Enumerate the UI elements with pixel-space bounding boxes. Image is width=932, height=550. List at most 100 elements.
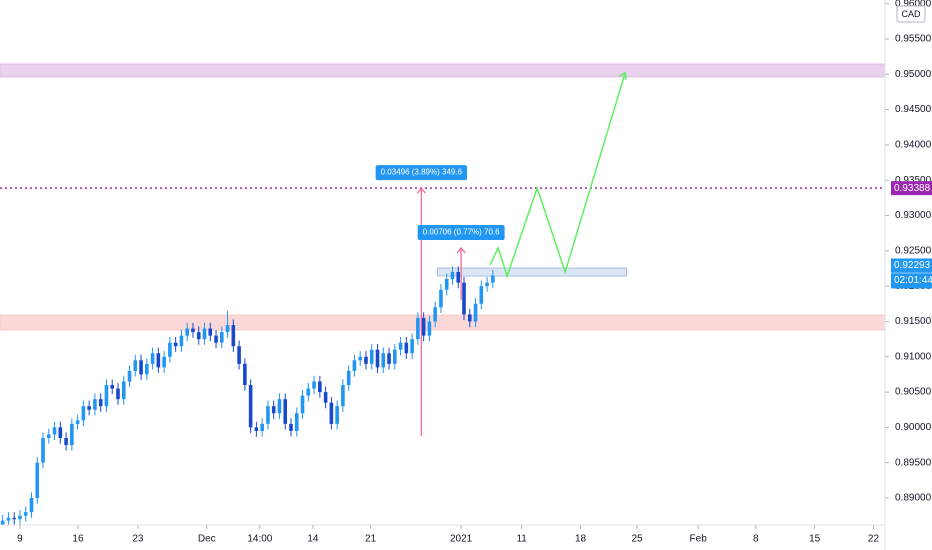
zone bbox=[0, 63, 886, 78]
candle-body bbox=[473, 303, 478, 322]
candle-body bbox=[254, 427, 259, 431]
candle-body bbox=[6, 517, 11, 521]
x-tick-label: 21 bbox=[365, 534, 377, 545]
candle-body bbox=[294, 413, 299, 431]
measure-label: 0.00706 (0.77%) 70.6 bbox=[417, 225, 505, 241]
candle-body bbox=[231, 325, 236, 347]
x-tick-label: 22 bbox=[868, 534, 880, 545]
candle-body bbox=[387, 353, 391, 364]
x-tick-label: Feb bbox=[690, 534, 708, 545]
zone bbox=[0, 314, 886, 331]
measure-label-bg bbox=[417, 225, 505, 241]
x-tick-label: 15 bbox=[809, 534, 821, 545]
candle-body bbox=[439, 289, 443, 308]
candle-body bbox=[277, 399, 282, 414]
candle-body bbox=[12, 517, 16, 520]
x-tick-label: 8 bbox=[753, 534, 759, 545]
candle-body bbox=[46, 434, 51, 438]
y-tick-label: 0.96000 bbox=[895, 0, 932, 9]
measure-label-text: 0.00706 (0.77%) 70.6 bbox=[423, 228, 500, 237]
time-axis-bg bbox=[0, 525, 885, 550]
y-tick-label: 0.93500 bbox=[895, 175, 932, 186]
candle-body bbox=[104, 385, 109, 407]
candle-body bbox=[214, 335, 218, 343]
candle-body bbox=[168, 342, 172, 357]
candle-body bbox=[219, 332, 224, 343]
candle-body bbox=[364, 356, 368, 364]
candle-body bbox=[202, 328, 207, 340]
candle-body bbox=[98, 399, 103, 407]
y-tick-label: 0.91000 bbox=[895, 351, 932, 362]
x-tick-label: 18 bbox=[575, 534, 587, 545]
candle-body bbox=[191, 328, 195, 333]
candle-body bbox=[81, 406, 86, 421]
candle-body bbox=[375, 349, 380, 368]
candle-body bbox=[485, 282, 489, 287]
candle-body bbox=[248, 385, 253, 428]
candle-body bbox=[260, 423, 264, 431]
candle-body bbox=[110, 385, 115, 389]
candle-body bbox=[393, 349, 397, 364]
candle-body bbox=[196, 332, 201, 340]
y-tick-label: 0.89500 bbox=[895, 457, 932, 468]
candle-body bbox=[369, 349, 374, 364]
candle-body bbox=[312, 381, 316, 389]
x-tick-label: 9 bbox=[17, 534, 23, 545]
y-tick-label: 0.89000 bbox=[895, 493, 932, 504]
y-tick-label: 0.93000 bbox=[895, 210, 932, 221]
candle-body bbox=[381, 353, 386, 368]
measure-arrowhead bbox=[416, 187, 426, 194]
x-tick-label: 25 bbox=[631, 534, 643, 545]
candle-body bbox=[421, 317, 426, 336]
candle-body bbox=[318, 381, 322, 393]
candle-body bbox=[0, 520, 5, 525]
candle-body bbox=[410, 339, 414, 354]
candle-body bbox=[306, 388, 311, 396]
candle-body bbox=[237, 346, 241, 364]
candle-body bbox=[41, 437, 45, 463]
candle-body bbox=[283, 399, 288, 424]
candle-body bbox=[479, 286, 484, 304]
currency-label: CAD bbox=[901, 9, 921, 19]
candle-body bbox=[208, 328, 213, 336]
candle-body bbox=[116, 388, 120, 400]
candle-body bbox=[352, 360, 357, 371]
candle-body bbox=[346, 370, 351, 386]
x-tick-label: 14 bbox=[307, 534, 319, 545]
y-tick-label: 0.94000 bbox=[895, 140, 932, 151]
candle-body bbox=[127, 370, 132, 382]
candle-body bbox=[145, 363, 149, 375]
candle-body bbox=[75, 420, 80, 424]
x-tick-label: 11 bbox=[516, 534, 527, 545]
candle-body bbox=[156, 353, 161, 368]
candle-body bbox=[467, 314, 472, 322]
candle-body bbox=[341, 385, 345, 407]
measure-label: 0.03496 (3.89%) 349.6 bbox=[375, 165, 468, 181]
y-tick-label: 0.90500 bbox=[895, 387, 932, 398]
y-tick-label: 0.95000 bbox=[895, 69, 932, 80]
candle-body bbox=[266, 406, 270, 424]
candle-body bbox=[323, 392, 328, 403]
y-tick-label: 0.92500 bbox=[895, 245, 932, 256]
candle-body bbox=[173, 342, 178, 347]
candle-body bbox=[179, 335, 184, 347]
candle-body bbox=[271, 406, 276, 414]
candle-body bbox=[427, 321, 432, 336]
candle-body bbox=[52, 427, 57, 435]
candle-body bbox=[289, 423, 293, 431]
candle-body bbox=[58, 427, 63, 438]
candle-body bbox=[456, 272, 461, 283]
candle-body bbox=[23, 512, 28, 516]
currency-bg bbox=[896, 5, 926, 23]
candle-body bbox=[121, 381, 126, 400]
projection-arrowhead bbox=[618, 71, 627, 81]
x-tick-label: 23 bbox=[132, 534, 144, 545]
candle-body bbox=[404, 342, 409, 354]
line-price-label: 0.93388 bbox=[894, 183, 931, 194]
projection-line bbox=[489, 72, 626, 279]
candle-body bbox=[335, 406, 339, 424]
candle-body bbox=[35, 462, 40, 499]
candle-body bbox=[398, 342, 403, 350]
candle-body bbox=[64, 437, 68, 446]
